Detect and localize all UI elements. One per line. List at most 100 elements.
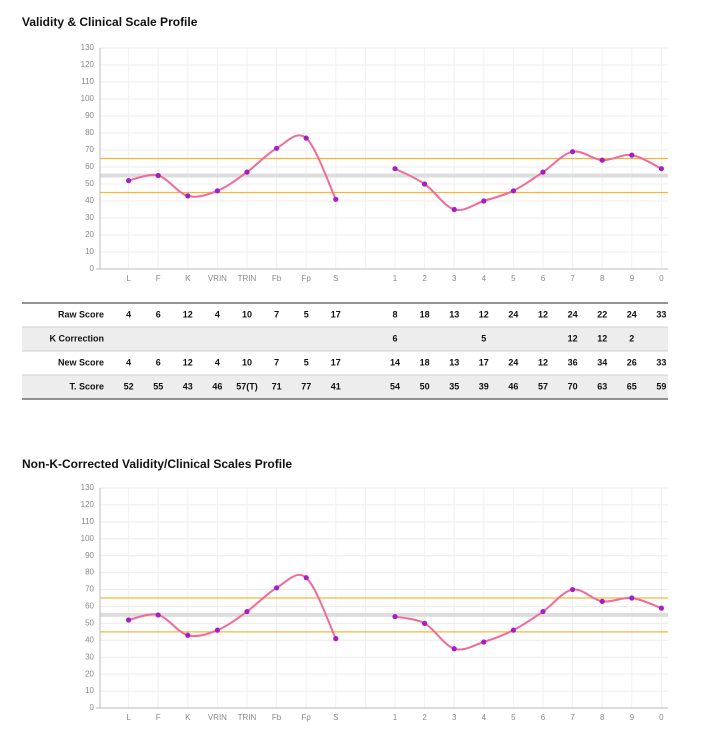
x-tick-label: 1 — [393, 713, 398, 722]
cell: 71 — [272, 381, 282, 391]
cell: 46 — [508, 381, 518, 391]
y-tick-label: 20 — [85, 230, 94, 239]
x-tick-label: 4 — [482, 274, 487, 283]
y-tick-label: 20 — [85, 669, 94, 678]
point — [126, 617, 132, 623]
cell: 36 — [568, 357, 578, 367]
cell: 6 — [156, 357, 161, 367]
cell: 24 — [568, 309, 578, 319]
row-background — [22, 327, 668, 351]
x-tick-label: S — [333, 274, 338, 283]
x-tick-label: 8 — [600, 713, 605, 722]
chart-title: Non-K-Corrected Validity/Clinical Scales… — [22, 457, 292, 471]
point — [629, 152, 635, 158]
cell: 22 — [597, 309, 607, 319]
x-tick-label: Fp — [302, 713, 312, 722]
cell: 57 — [538, 381, 548, 391]
cell: 12 — [183, 309, 193, 319]
cell: 4 — [215, 309, 220, 319]
y-tick-label: 80 — [85, 128, 94, 137]
cell: 4 — [126, 357, 131, 367]
x-tick-label: 7 — [570, 274, 575, 283]
point — [570, 149, 576, 155]
point — [333, 196, 339, 202]
cell: 10 — [242, 309, 252, 319]
point — [126, 178, 132, 184]
x-tick-label: VRIN — [208, 713, 227, 722]
x-tick-label: TRIN — [238, 713, 257, 722]
point — [303, 135, 309, 141]
x-tick-label: Fb — [272, 274, 282, 283]
y-tick-label: 130 — [81, 43, 95, 52]
x-tick-label: VRIN — [208, 274, 227, 283]
cell: 7 — [274, 357, 279, 367]
x-tick-label: 9 — [630, 274, 635, 283]
cell: 70 — [568, 381, 578, 391]
y-tick-label: 30 — [85, 652, 94, 661]
point — [185, 632, 191, 638]
x-tick-label: K — [185, 713, 191, 722]
point — [451, 206, 457, 213]
cell: 34 — [597, 357, 607, 367]
y-tick-label: 0 — [90, 264, 95, 273]
y-tick-label: 100 — [81, 534, 95, 543]
point — [510, 188, 516, 194]
cell: 17 — [331, 357, 341, 367]
cell: 35 — [449, 381, 459, 391]
point — [155, 172, 161, 179]
cell: 10 — [242, 357, 252, 367]
y-tick-label: 110 — [81, 77, 94, 86]
y-tick-label: 130 — [81, 483, 95, 492]
y-tick-label: 30 — [85, 213, 94, 222]
point — [540, 608, 546, 615]
cell: 52 — [124, 381, 134, 391]
x-tick-label: Fb — [272, 713, 282, 722]
cell: 33 — [656, 309, 666, 319]
x-tick-label: Fp — [302, 274, 312, 283]
row-label: New Score — [58, 357, 104, 367]
point — [540, 169, 546, 175]
cell: 7 — [274, 309, 279, 319]
cell: 14 — [390, 357, 400, 367]
point — [658, 166, 665, 172]
y-tick-label: 70 — [85, 145, 94, 154]
point — [422, 620, 428, 626]
cell: 54 — [390, 381, 400, 391]
y-tick-label: 0 — [90, 703, 95, 712]
cell: 6 — [392, 333, 397, 343]
cell: 17 — [331, 309, 341, 319]
x-tick-label: 6 — [541, 713, 546, 722]
cell: 57(T) — [236, 381, 258, 391]
point — [570, 586, 576, 593]
cell: 5 — [481, 333, 486, 343]
cell: 26 — [627, 357, 637, 367]
cell: 4 — [126, 309, 131, 319]
x-tick-label: L — [126, 274, 131, 283]
row-background — [22, 375, 668, 399]
x-tick-label: 5 — [511, 713, 516, 722]
cell: 63 — [597, 381, 607, 391]
cell: 12 — [183, 357, 193, 367]
row-label: Raw Score — [58, 309, 104, 319]
point — [392, 614, 398, 620]
cell: 50 — [420, 381, 430, 391]
point — [214, 188, 220, 194]
cell: 4 — [215, 357, 220, 367]
cell: 17 — [479, 357, 489, 367]
cell: 46 — [212, 381, 222, 391]
cell: 6 — [156, 309, 161, 319]
point — [599, 157, 605, 163]
point — [185, 193, 191, 199]
chart-title: Validity & Clinical Scale Profile — [22, 15, 198, 29]
row-label: T. Score — [69, 381, 104, 391]
x-tick-label: S — [333, 713, 338, 722]
x-tick-label: 2 — [422, 274, 427, 283]
x-tick-label: 6 — [541, 274, 546, 283]
y-tick-label: 60 — [85, 602, 94, 611]
cell: 77 — [301, 381, 311, 391]
point — [274, 585, 280, 591]
point — [244, 169, 250, 175]
cell: 12 — [538, 309, 548, 319]
cell: 13 — [449, 357, 459, 367]
